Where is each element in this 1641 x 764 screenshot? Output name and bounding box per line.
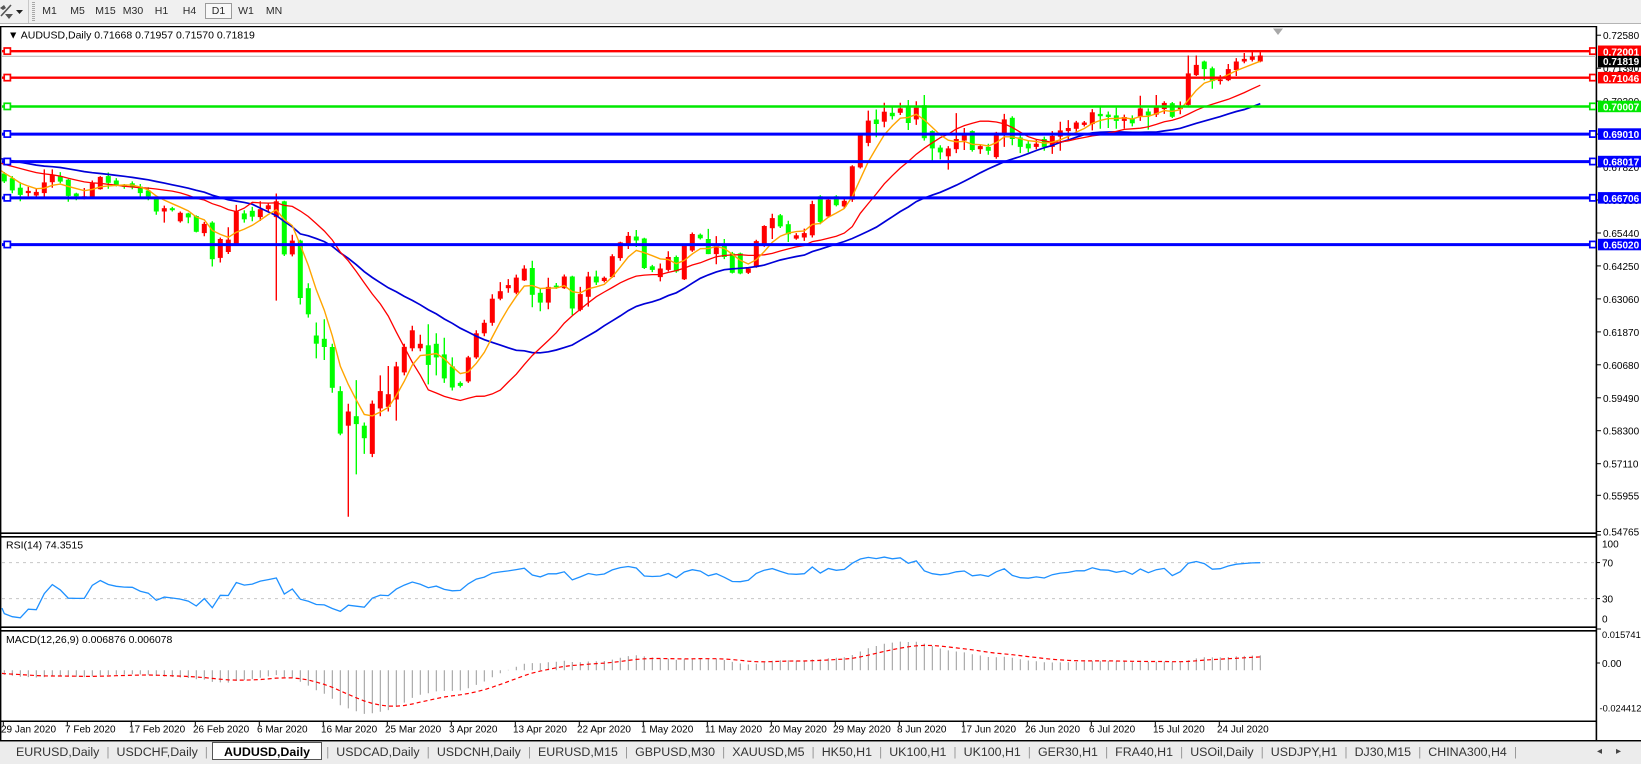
svg-text:0.63060: 0.63060 <box>1603 295 1640 306</box>
svg-text:0.71819: 0.71819 <box>1603 57 1640 68</box>
svg-text:0.72580: 0.72580 <box>1603 31 1640 42</box>
svg-text:70: 70 <box>1602 559 1614 570</box>
svg-text:3 Apr 2020: 3 Apr 2020 <box>449 725 498 736</box>
svg-text:30: 30 <box>1602 595 1614 606</box>
svg-text:0.65020: 0.65020 <box>1603 241 1640 252</box>
svg-text:8 Jun 2020: 8 Jun 2020 <box>897 725 947 736</box>
svg-text:1 May 2020: 1 May 2020 <box>641 725 694 736</box>
svg-text:0.59490: 0.59490 <box>1603 394 1640 405</box>
svg-text:0.70007: 0.70007 <box>1603 103 1640 114</box>
svg-text:29 Jan 2020: 29 Jan 2020 <box>1 725 56 736</box>
svg-text:0: 0 <box>1602 615 1608 626</box>
svg-text:0.67820: 0.67820 <box>1603 163 1640 174</box>
svg-text:25 Mar 2020: 25 Mar 2020 <box>385 725 442 736</box>
svg-text:26 Feb 2020: 26 Feb 2020 <box>193 725 250 736</box>
svg-text:MACD(12,26,9) 0.006876 0.00607: MACD(12,26,9) 0.006876 0.006078 <box>6 634 173 646</box>
svg-text:0.58300: 0.58300 <box>1603 427 1640 438</box>
svg-text:13 Apr 2020: 13 Apr 2020 <box>513 725 567 736</box>
svg-text:6 Jul 2020: 6 Jul 2020 <box>1089 725 1136 736</box>
svg-text:6 Mar 2020: 6 Mar 2020 <box>257 725 308 736</box>
svg-text:-0.024412: -0.024412 <box>1600 704 1641 714</box>
svg-text:16 Mar 2020: 16 Mar 2020 <box>321 725 378 736</box>
svg-text:24 Jul 2020: 24 Jul 2020 <box>1217 725 1269 736</box>
svg-text:0.66706: 0.66706 <box>1603 194 1640 205</box>
svg-text:22 Apr 2020: 22 Apr 2020 <box>577 725 631 736</box>
svg-text:RSI(14) 74.3515: RSI(14) 74.3515 <box>6 540 83 552</box>
svg-text:0.65440: 0.65440 <box>1603 229 1640 240</box>
svg-text:15 Jul 2020: 15 Jul 2020 <box>1153 725 1205 736</box>
svg-text:0.68017: 0.68017 <box>1603 158 1640 169</box>
svg-text:100: 100 <box>1602 540 1619 551</box>
svg-text:17 Feb 2020: 17 Feb 2020 <box>129 725 186 736</box>
svg-text:0.57110: 0.57110 <box>1603 460 1639 471</box>
svg-text:0.54765: 0.54765 <box>1603 528 1640 539</box>
svg-text:29 May 2020: 29 May 2020 <box>833 725 891 736</box>
svg-text:0.61870: 0.61870 <box>1603 328 1640 339</box>
svg-text:0.71390: 0.71390 <box>1603 64 1640 75</box>
svg-text:17 Jun 2020: 17 Jun 2020 <box>961 725 1016 736</box>
svg-text:▼ AUDUSD,Daily 0.71668 0.7195: ▼ AUDUSD,Daily 0.71668 0.71957 0.71570 0… <box>8 30 255 42</box>
svg-text:0.60680: 0.60680 <box>1603 361 1640 372</box>
svg-text:0.71046: 0.71046 <box>1603 74 1640 85</box>
svg-text:0.55955: 0.55955 <box>1603 491 1640 502</box>
svg-text:0.015741: 0.015741 <box>1602 630 1641 640</box>
svg-text:7 Feb 2020: 7 Feb 2020 <box>65 725 116 736</box>
svg-text:26 Jun 2020: 26 Jun 2020 <box>1025 725 1080 736</box>
svg-text:0.64250: 0.64250 <box>1603 262 1640 273</box>
svg-text:0.72001: 0.72001 <box>1603 47 1640 58</box>
svg-text:0.69010: 0.69010 <box>1603 130 1640 141</box>
svg-text:0.00: 0.00 <box>1602 659 1622 670</box>
svg-text:20 May 2020: 20 May 2020 <box>769 725 827 736</box>
svg-text:11 May 2020: 11 May 2020 <box>705 725 763 736</box>
